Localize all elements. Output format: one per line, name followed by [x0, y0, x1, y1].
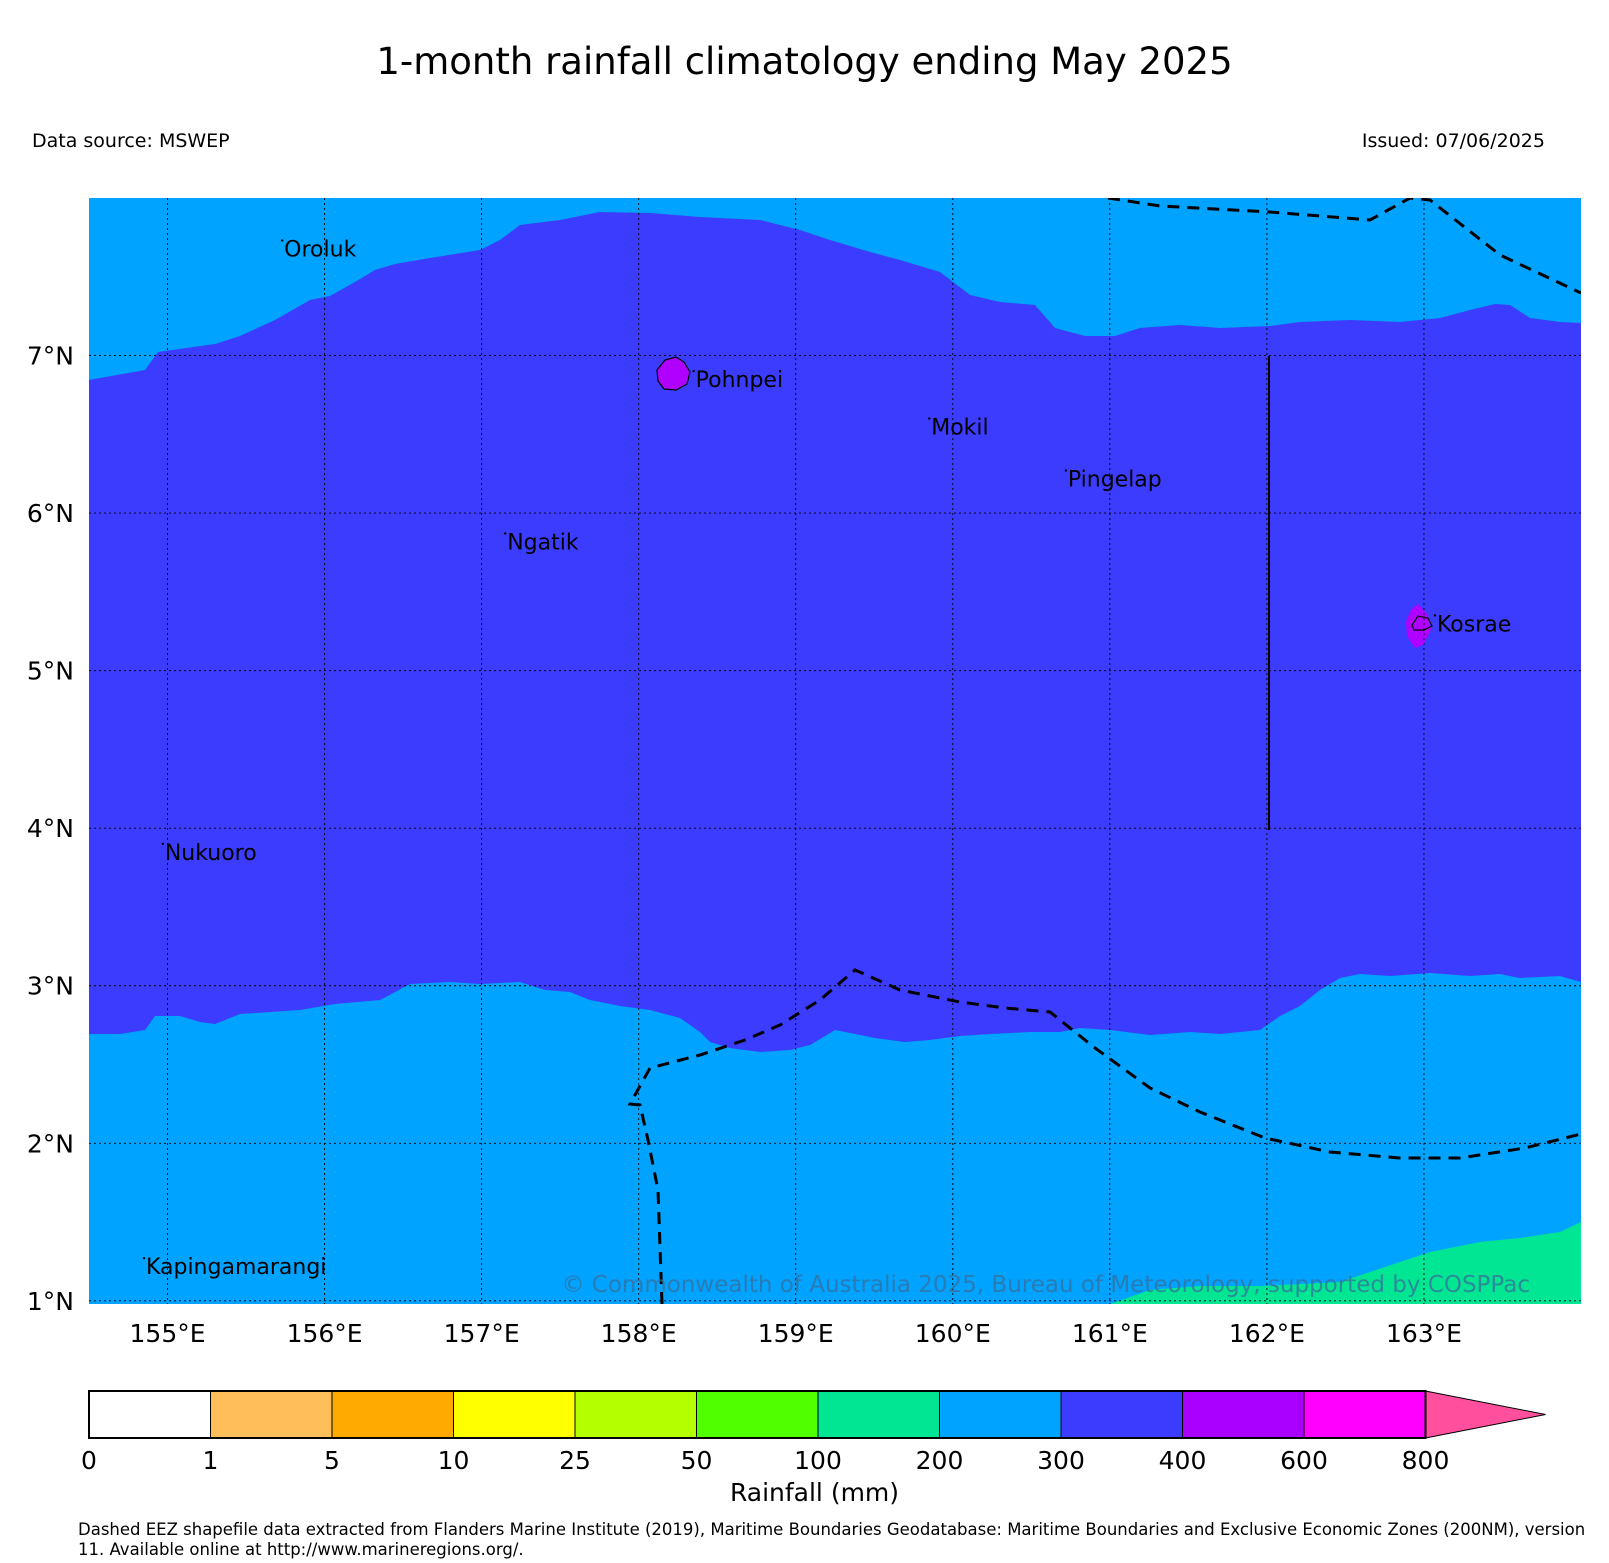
island-marker [142, 1256, 146, 1260]
data-source-label: Data source: MSWEP [32, 130, 230, 152]
place-label-kosrae: Kosrae [1437, 612, 1511, 637]
island-marker [161, 842, 165, 846]
latitude-tick-label: 5°N [27, 657, 74, 686]
island-marker [1433, 614, 1437, 617]
rainfall-100-200-region [1110, 1222, 1581, 1304]
latitude-tick-label: 1°N [27, 1287, 74, 1316]
graticule [89, 198, 1581, 1304]
island-marker [280, 239, 284, 242]
colorbar-tick-label: 800 [1402, 1446, 1450, 1475]
kosrae-island-shape [1406, 604, 1431, 648]
colorbar-tick-label: 50 [681, 1446, 713, 1475]
latitude-tick-label: 6°N [27, 499, 74, 528]
island-marker [692, 369, 695, 373]
latitude-tick-label: 3°N [27, 972, 74, 1001]
longitude-tick-label: 161°E [1072, 1319, 1148, 1348]
place-label-nukuoro: Nukuoro [165, 841, 257, 866]
longitude-tick-label: 156°E [287, 1319, 363, 1348]
footnote: Dashed EEZ shapefile data extracted from… [78, 1520, 1586, 1559]
rainfall-colorbar [88, 1390, 1546, 1439]
latitude-tick-label: 7°N [27, 342, 74, 371]
colorbar-tick-label: 5 [324, 1446, 340, 1475]
issued-date-label: Issued: 07/06/2025 [1361, 130, 1545, 152]
pohnpei-island-shape [656, 356, 691, 391]
island-marker [1064, 469, 1068, 472]
colorbar-tick-label: 600 [1280, 1446, 1328, 1475]
copyright-notice: © Commonwealth of Australia 2025, Bureau… [561, 1272, 1530, 1298]
colorbar-segment [939, 1390, 1062, 1439]
colorbar-tick-label: 0 [81, 1446, 97, 1475]
latitude-tick-label: 4°N [27, 814, 74, 843]
longitude-tick-labels: 155°E 156°E 157°E 158°E 159°E 160°E 161°E 162°E… [130, 1319, 1462, 1348]
island-marker [928, 417, 931, 420]
colorbar-tick-labels: 0 1 5 10 25 50 100 200 300 400 600 800 [81, 1446, 1449, 1475]
colorbar-outline [88, 1390, 1427, 1439]
longitude-tick-label: 163°E [1386, 1319, 1462, 1348]
place-labels: Oroluk Pohnpei Mokil Pingelap Ngatik Kosrae Nu… [142, 237, 1511, 1280]
colorbar-title: Rainfall (mm) [729, 1478, 900, 1507]
colorbar-tick-label: 10 [438, 1446, 470, 1475]
colorbar-segment [1060, 1390, 1183, 1439]
colorbar-segment [331, 1390, 454, 1439]
colorbar-segment [574, 1390, 697, 1439]
colorbar-tick-label: 300 [1037, 1446, 1085, 1475]
longitude-tick-label: 155°E [130, 1319, 206, 1348]
place-label-kapingamarangi: Kapingamarangi [146, 1255, 326, 1280]
place-label-pingelap: Pingelap [1068, 467, 1162, 492]
longitude-tick-label: 159°E [758, 1319, 834, 1348]
colorbar-tick-label: 200 [916, 1446, 964, 1475]
place-label-ngatik: Ngatik [507, 530, 579, 555]
latitude-tick-label: 2°N [27, 1129, 74, 1158]
colorbar-segment [696, 1390, 819, 1439]
colorbar-tick-label: 25 [559, 1446, 591, 1475]
latitude-tick-labels: 1°N 2°N 3°N 4°N 5°N 6°N 7°N [27, 342, 74, 1316]
eez-boundary-north [1107, 198, 1581, 295]
colorbar-segment [1303, 1390, 1426, 1439]
colorbar-segment [817, 1390, 940, 1439]
colorbar-segment [210, 1390, 333, 1439]
rainfall-300-400-region [89, 212, 1581, 1052]
colorbar-segment [1182, 1390, 1305, 1439]
place-label-pohnpei: Pohnpei [696, 368, 783, 393]
island-marker [503, 532, 507, 535]
colorbar-tick-label: 1 [203, 1446, 219, 1475]
colorbar-tick-label: 400 [1159, 1446, 1207, 1475]
kosrae-coastline [1411, 615, 1433, 631]
eez-boundaries [627, 198, 1581, 1304]
place-label-mokil: Mokil [931, 415, 988, 440]
colorbar-tick-label: 100 [794, 1446, 842, 1475]
colorbar-segment [453, 1390, 576, 1439]
colorbar-segment [88, 1390, 211, 1439]
longitude-tick-label: 158°E [601, 1319, 677, 1348]
map-plot-area: Oroluk Pohnpei Mokil Pingelap Ngatik Kosrae Nu… [89, 198, 1581, 1304]
longitude-tick-label: 162°E [1229, 1319, 1305, 1348]
place-label-oroluk: Oroluk [284, 237, 356, 262]
longitude-tick-label: 157°E [444, 1319, 520, 1348]
longitude-tick-label: 160°E [915, 1319, 991, 1348]
colorbar-extension-arrow [1425, 1390, 1546, 1439]
eez-boundary-south [627, 968, 1581, 1304]
map-title: 1-month rainfall climatology ending May … [376, 40, 1233, 83]
